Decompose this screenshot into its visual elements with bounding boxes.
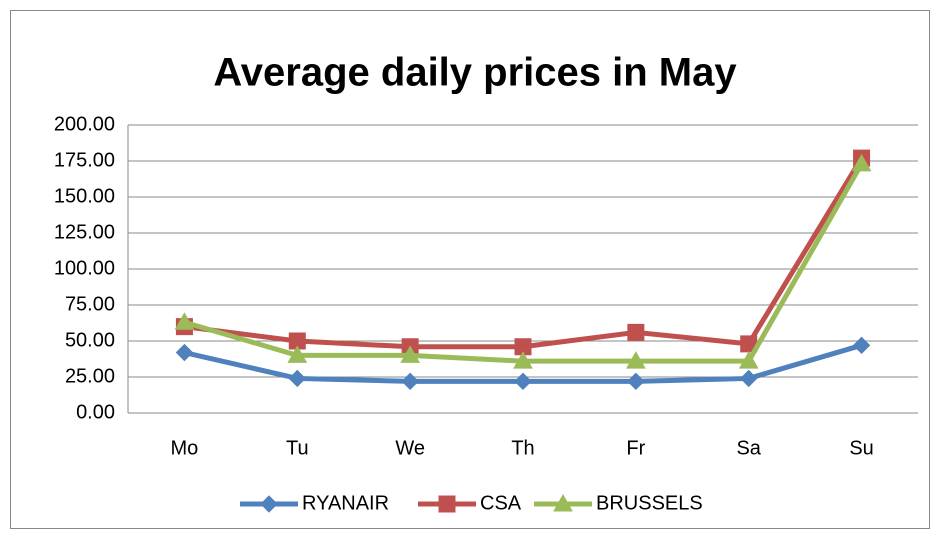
y-tick-label: 200.00 (54, 113, 115, 135)
legend-label: BRUSSELS (596, 492, 703, 514)
point (513, 351, 533, 369)
chart-title: Average daily prices in May (213, 51, 737, 95)
point (738, 351, 759, 369)
y-tick-label: 50.00 (65, 329, 115, 351)
x-tick-label: Fr (626, 437, 645, 459)
y-tick-label: 25.00 (65, 365, 115, 387)
x-tick-label: Tu (286, 437, 309, 459)
legend-marker (260, 495, 278, 513)
x-tick-label: We (395, 437, 425, 459)
point (175, 343, 194, 362)
x-tick-label: Su (849, 437, 873, 459)
y-tick-label: 125.00 (54, 221, 115, 243)
point (626, 351, 646, 369)
point (174, 312, 195, 330)
point (401, 372, 419, 391)
y-tick-label: 75.00 (65, 293, 115, 315)
point (627, 323, 645, 341)
point (514, 338, 532, 356)
legend-label: CSA (480, 492, 522, 514)
legend-marker (553, 493, 573, 512)
point (851, 153, 872, 172)
point (627, 372, 645, 391)
point (740, 369, 758, 388)
point (287, 345, 308, 363)
legend-label: RYANAIR (302, 492, 389, 514)
x-tick-label: Mo (171, 437, 199, 459)
point (288, 369, 306, 388)
x-tick-label: Th (511, 437, 534, 459)
y-tick-label: 175.00 (54, 149, 115, 171)
y-tick-label: 0.00 (76, 401, 115, 423)
y-tick-label: 150.00 (54, 185, 115, 207)
y-tick-label: 100.00 (54, 257, 115, 279)
x-tick-label: Sa (736, 437, 761, 459)
point (514, 372, 532, 391)
legend-marker (438, 495, 456, 513)
point (288, 332, 306, 350)
point (852, 336, 871, 355)
point (400, 345, 420, 363)
